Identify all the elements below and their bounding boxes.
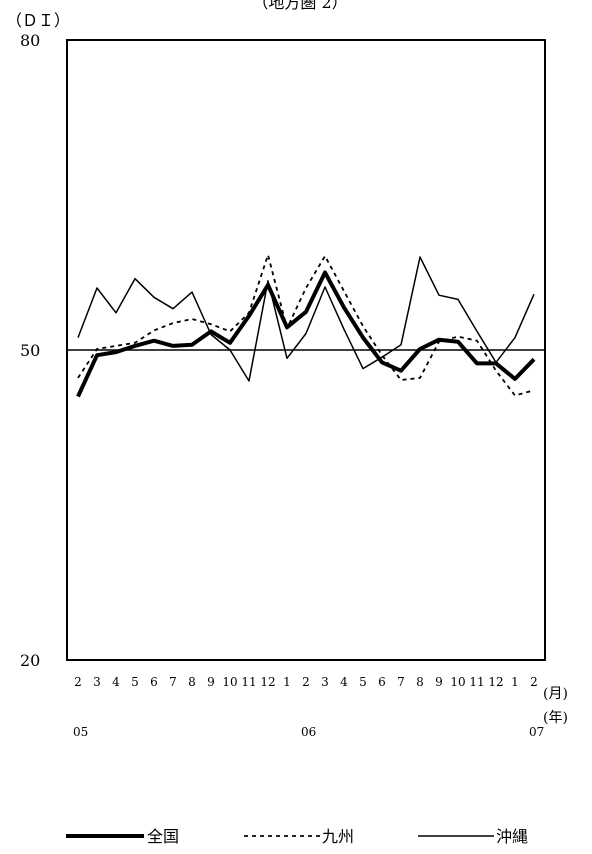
x-tick-label: 12 [488,675,503,689]
year-label: 07 [529,725,544,739]
legend-label: 九州 [322,827,354,846]
legend: 全国 九州 沖縄 [66,827,528,846]
x-tick-label: 2 [530,675,538,689]
year-label: 05 [73,725,88,739]
x-tick-label: 2 [74,675,82,689]
x-tick-label: 9 [207,675,215,689]
y-tick-label: 50 [20,341,40,360]
y-tick-label: 80 [20,31,40,50]
x-tick-label: 4 [112,675,120,689]
y-axis-unit-label: （ＤＩ） [6,11,70,30]
x-tick-label: 8 [416,675,424,689]
x-tick-label: 7 [169,675,177,689]
chart-title: （地方圏 2） [252,0,347,12]
x-tick-label: 9 [435,675,443,689]
x-tick-label: 11 [469,675,484,689]
year-label: 06 [301,725,316,739]
x-tick-label: 5 [359,675,367,689]
x-tick-label: 10 [222,675,237,689]
month-unit-label: (月) [543,686,568,702]
x-tick-label: 2 [302,675,310,689]
x-tick-label: 7 [397,675,405,689]
y-tick-label: 20 [20,651,40,670]
x-tick-label: 4 [340,675,348,689]
legend-label: 沖縄 [496,827,528,846]
series-line-沖縄 [77,256,535,382]
x-tick-label: 12 [260,675,275,689]
x-tick-label: 6 [150,675,158,689]
x-tick-label: 10 [450,675,465,689]
year-unit-label: (年) [543,710,568,726]
x-tick-label: 6 [378,675,386,689]
x-tick-label: 5 [131,675,139,689]
x-tick-label: 1 [511,675,519,689]
x-tick-label: 3 [321,675,329,689]
x-tick-label: 1 [283,675,291,689]
series-line-全国 [76,270,536,398]
x-tick-label: 8 [188,675,196,689]
series-line-九州 [77,253,535,397]
x-tick-label: 3 [93,675,101,689]
legend-label: 全国 [147,827,179,846]
x-tick-label: 11 [241,675,256,689]
